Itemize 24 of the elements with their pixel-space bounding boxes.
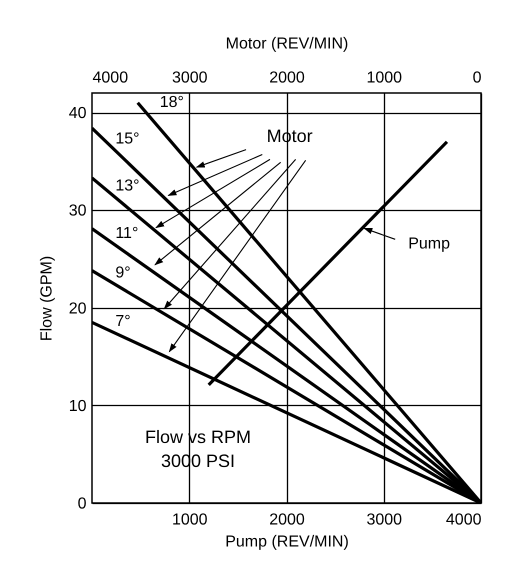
x2-tick-label: 2000 <box>269 70 305 86</box>
x-tick-label: 2000 <box>269 512 305 528</box>
x-tick-label: 4000 <box>446 512 482 528</box>
y-tick-label: 30 <box>68 202 87 220</box>
x2-tick-label: 0 <box>472 70 482 86</box>
y-tick-label: 20 <box>68 300 87 318</box>
series-label: 13° <box>115 177 140 194</box>
y-axis-title: Flow (GPM) <box>38 256 56 342</box>
y-tick-label: 10 <box>68 398 87 415</box>
series-label: 18° <box>160 94 184 111</box>
x2-axis-title: Motor (REV/MIN) <box>226 36 348 52</box>
series-label: 9° <box>115 264 131 282</box>
y-tick-label: 40 <box>68 105 87 122</box>
series-label: 7° <box>115 313 131 330</box>
y-tick-label: 0 <box>78 496 87 512</box>
x2-tick-label: 3000 <box>172 70 208 86</box>
x-axis-title: Pump (REV/MIN) <box>225 534 349 550</box>
series-label: 15° <box>115 130 140 148</box>
legend-label: Pump <box>408 235 450 252</box>
series-label: 11° <box>115 225 138 242</box>
x-tick-label: 1000 <box>172 512 208 528</box>
x2-tick-label: 1000 <box>366 70 402 86</box>
x2-tick-label: 4000 <box>92 70 128 86</box>
x-tick-label: 3000 <box>366 512 402 528</box>
